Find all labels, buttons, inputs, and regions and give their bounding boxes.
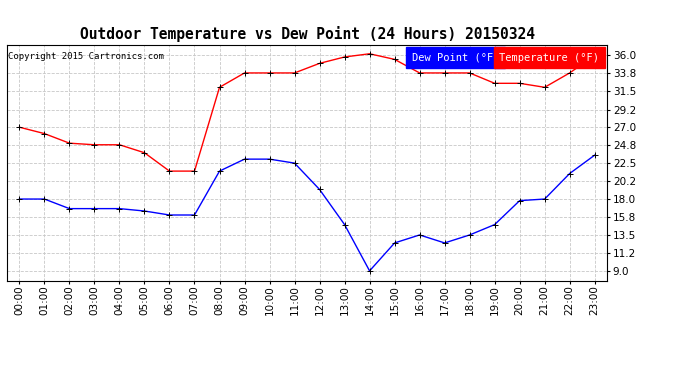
Text: Copyright 2015 Cartronics.com: Copyright 2015 Cartronics.com: [8, 52, 164, 61]
Title: Outdoor Temperature vs Dew Point (24 Hours) 20150324: Outdoor Temperature vs Dew Point (24 Hou…: [79, 27, 535, 42]
Legend: Dew Point (°F), Temperature (°F): Dew Point (°F), Temperature (°F): [409, 50, 602, 65]
